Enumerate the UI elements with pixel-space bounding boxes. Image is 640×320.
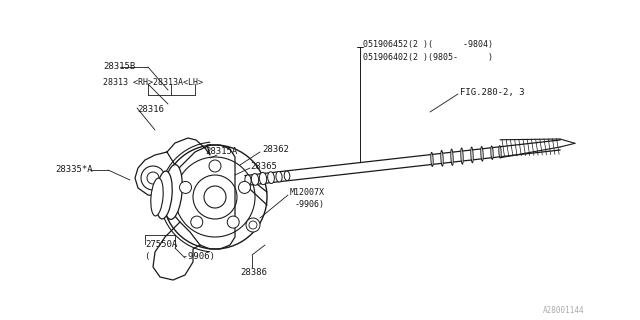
Circle shape <box>209 160 221 172</box>
Ellipse shape <box>151 178 163 216</box>
Circle shape <box>175 157 255 237</box>
Circle shape <box>193 175 237 219</box>
Ellipse shape <box>276 172 282 182</box>
Text: 28386: 28386 <box>240 268 267 277</box>
Ellipse shape <box>156 171 172 219</box>
Circle shape <box>249 221 257 229</box>
Text: 28316: 28316 <box>137 105 164 114</box>
Circle shape <box>246 218 260 232</box>
Text: A28001144: A28001144 <box>543 306 584 315</box>
Ellipse shape <box>284 171 290 180</box>
Text: 28313 <RH>28313A<LH>: 28313 <RH>28313A<LH> <box>103 78 203 87</box>
Ellipse shape <box>471 147 473 163</box>
Text: 27550A: 27550A <box>145 240 177 249</box>
Ellipse shape <box>259 172 267 185</box>
Text: (      -9906): ( -9906) <box>145 252 215 261</box>
Text: 28365: 28365 <box>250 162 277 171</box>
Ellipse shape <box>491 146 493 159</box>
Circle shape <box>163 145 267 249</box>
Text: 051906452(2 )(      -9804): 051906452(2 )( -9804) <box>363 40 493 49</box>
Circle shape <box>147 172 159 184</box>
Ellipse shape <box>431 152 433 166</box>
Circle shape <box>204 186 226 208</box>
Text: 28315B: 28315B <box>103 62 135 71</box>
Ellipse shape <box>481 147 483 161</box>
Text: 28315A: 28315A <box>205 147 237 156</box>
Circle shape <box>227 216 239 228</box>
Circle shape <box>179 181 191 193</box>
Text: 28335*A: 28335*A <box>55 165 93 174</box>
Text: FIG.280-2, 3: FIG.280-2, 3 <box>460 88 525 97</box>
Ellipse shape <box>441 150 443 166</box>
Ellipse shape <box>268 172 275 183</box>
Text: 051906402(2 )(9805-      ): 051906402(2 )(9805- ) <box>363 53 493 62</box>
Ellipse shape <box>164 164 182 220</box>
Circle shape <box>191 216 203 228</box>
Ellipse shape <box>461 148 463 164</box>
Circle shape <box>239 181 250 193</box>
Ellipse shape <box>499 146 501 158</box>
Ellipse shape <box>245 175 251 186</box>
Text: -9906): -9906) <box>295 200 325 209</box>
Ellipse shape <box>252 173 259 185</box>
Circle shape <box>141 166 165 190</box>
Ellipse shape <box>451 149 453 165</box>
Text: 28362: 28362 <box>262 145 289 154</box>
Text: M12007X: M12007X <box>290 188 325 197</box>
